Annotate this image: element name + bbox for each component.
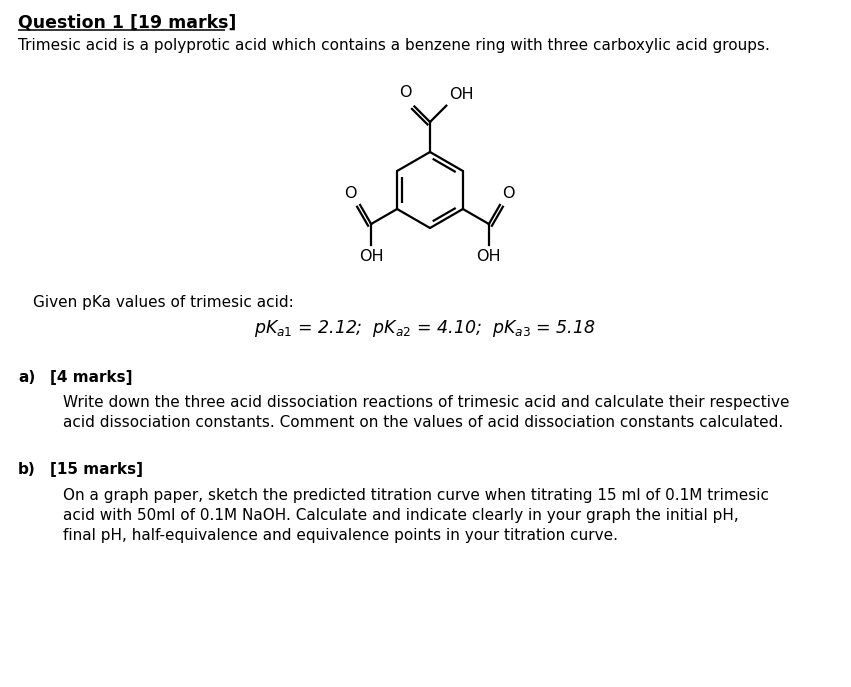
Text: b): b) bbox=[18, 462, 36, 477]
Text: O: O bbox=[344, 186, 357, 201]
Text: OH: OH bbox=[477, 249, 501, 264]
Text: Trimesic acid is a polyprotic acid which contains a benzene ring with three carb: Trimesic acid is a polyprotic acid which… bbox=[18, 38, 770, 53]
Text: final pH, half-equivalence and equivalence points in your titration curve.: final pH, half-equivalence and equivalen… bbox=[63, 528, 618, 543]
Text: a): a) bbox=[18, 370, 35, 385]
Text: [15 marks]: [15 marks] bbox=[50, 462, 143, 477]
Text: On a graph paper, sketch the predicted titration curve when titrating 15 ml of 0: On a graph paper, sketch the predicted t… bbox=[63, 488, 769, 503]
Text: acid dissociation constants. Comment on the values of acid dissociation constant: acid dissociation constants. Comment on … bbox=[63, 415, 783, 430]
Text: acid with 50ml of 0.1M NaOH. Calculate and indicate clearly in your graph the in: acid with 50ml of 0.1M NaOH. Calculate a… bbox=[63, 508, 739, 523]
Text: O: O bbox=[399, 85, 412, 100]
Text: Given pKa values of trimesic acid:: Given pKa values of trimesic acid: bbox=[33, 295, 294, 310]
Text: $pK_{a1}$ = 2.12;  $pK_{a2}$ = 4.10;  $pK_{a3}$ = 5.18: $pK_{a1}$ = 2.12; $pK_{a2}$ = 4.10; $pK_… bbox=[254, 318, 596, 339]
Text: OH: OH bbox=[449, 87, 474, 102]
Text: [4 marks]: [4 marks] bbox=[50, 370, 133, 385]
Text: Write down the three acid dissociation reactions of trimesic acid and calculate : Write down the three acid dissociation r… bbox=[63, 395, 790, 410]
Text: O: O bbox=[502, 186, 514, 201]
Text: Question 1 [19 marks]: Question 1 [19 marks] bbox=[18, 14, 237, 32]
Text: OH: OH bbox=[359, 249, 384, 264]
